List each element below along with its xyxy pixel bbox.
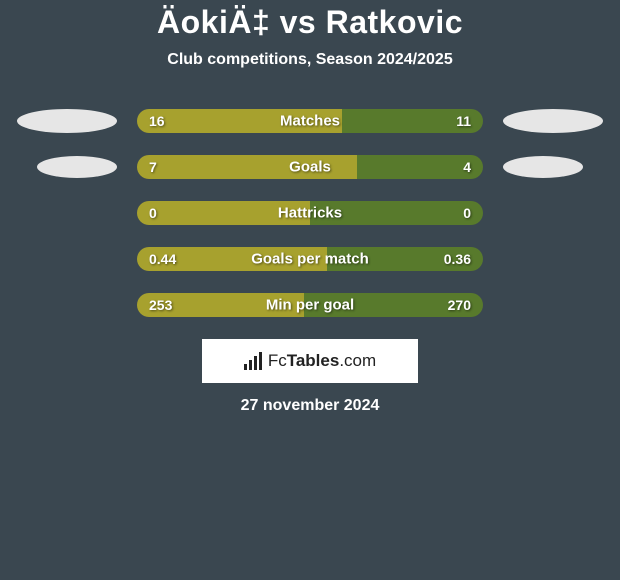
player-right-marker	[503, 156, 583, 178]
stat-left-value: 7	[149, 159, 157, 175]
stat-bar: 253 270 Min per goal	[137, 293, 483, 317]
stat-bar: 7 4 Goals	[137, 155, 483, 179]
stat-bar: 16 11 Matches	[137, 109, 483, 133]
player-left-marker	[17, 109, 117, 133]
stat-label: Min per goal	[266, 297, 354, 314]
stat-label: Goals	[289, 159, 331, 176]
stat-row: 16 11 Matches	[0, 109, 620, 133]
player-left-marker	[37, 156, 117, 178]
fctables-logo[interactable]: FcTables.com	[202, 339, 418, 383]
page-title: ÄokiÄ‡ vs Ratkovic	[0, 4, 620, 41]
stat-row: 7 4 Goals	[0, 155, 620, 179]
stat-left-value: 16	[149, 113, 165, 129]
date-label: 27 november 2024	[0, 397, 620, 415]
stat-left-value: 253	[149, 297, 172, 313]
stat-label: Matches	[280, 113, 340, 130]
stat-right-value: 4	[463, 159, 471, 175]
stat-label: Hattricks	[278, 205, 342, 222]
stat-right-value: 0.36	[444, 251, 471, 267]
stat-row: 0 0 Hattricks	[0, 201, 620, 225]
stat-right-value: 270	[448, 297, 471, 313]
stat-row: 0.44 0.36 Goals per match	[0, 247, 620, 271]
stat-bar: 0.44 0.36 Goals per match	[137, 247, 483, 271]
stat-left-value: 0.44	[149, 251, 176, 267]
stat-right-value: 0	[463, 205, 471, 221]
stats-list: 16 11 Matches 7 4 Goals 0 0 Hattricks 0.44 0.36 Goa…	[0, 109, 620, 317]
player-right-marker	[503, 109, 603, 133]
logo-text: FcTables.com	[268, 351, 376, 371]
comparison-widget: ÄokiÄ‡ vs Ratkovic Club competitions, Se…	[0, 0, 620, 415]
stat-row: 253 270 Min per goal	[0, 293, 620, 317]
stat-bar: 0 0 Hattricks	[137, 201, 483, 225]
stat-right-value: 11	[456, 113, 471, 129]
bar-chart-icon	[244, 352, 264, 370]
stat-label: Goals per match	[251, 251, 369, 268]
subtitle: Club competitions, Season 2024/2025	[0, 51, 620, 69]
stat-left-value: 0	[149, 205, 157, 221]
